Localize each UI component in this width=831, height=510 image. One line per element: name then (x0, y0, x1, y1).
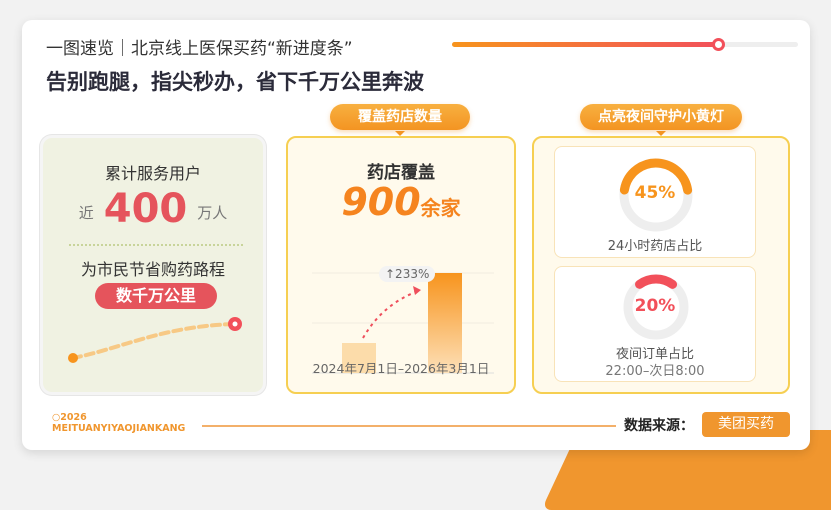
users-panel: 累计服务用户 近 400 万人 为市民节省购药路程 数千万公里 (40, 135, 266, 395)
progress-knob (712, 38, 726, 51)
footer-brand: ○2026 MEITUANYIYAOJIANKANG (52, 412, 185, 434)
pharmacy-heading: 药店覆盖 (367, 163, 435, 183)
footer-brand-text: MEITUANYIYAOJIANKANG (52, 423, 186, 434)
source-label: 数据来源： (624, 418, 694, 434)
pharmacy-value-line: 900余家 (288, 180, 514, 224)
page-title: 一图速览｜北京线上医保买药“新进度条” (46, 39, 353, 59)
pharmacy-bar-chart (312, 272, 494, 374)
source-badge: 美团买药 (702, 412, 790, 437)
ring-label: 24小时药店占比 (607, 239, 703, 254)
progress-bar (452, 38, 798, 51)
pharmacy-unit: 余家 (420, 196, 461, 220)
progress-fill (452, 42, 719, 47)
pharmacy-panel: 药店覆盖 900余家 ↑233% 2024年7月1日–2026年3月1日 (286, 136, 516, 394)
bar-1 (428, 273, 462, 373)
route-illustration (68, 317, 242, 363)
ring-arc (619, 158, 693, 232)
ring-card-night: 20% 夜间订单占比 22:00–次日8:00 (554, 266, 756, 382)
users-heading: 累计服务用户 (104, 164, 201, 183)
date-range: 2024年7月1日–2026年3月1日 (312, 361, 490, 376)
ring-label: 夜间订单占比 (615, 347, 694, 362)
footer-year: ○2026 (52, 412, 87, 423)
ring-arc (623, 274, 689, 340)
distance-pill: 数千万公里 (95, 283, 217, 309)
pharmacy-tag: 覆盖药店数量 (330, 104, 470, 136)
bar-0 (342, 343, 376, 373)
ring-card-24h: 45% 24小时药店占比 (554, 146, 756, 258)
divider (69, 244, 243, 246)
growth-badge: ↑233% (379, 266, 436, 282)
users-unit: 万人 (197, 204, 228, 222)
users-value-line: 近 400 万人 (43, 186, 263, 232)
page-subtitle: 告别跑腿，指尖秒办，省下千万公里奔波 (46, 70, 424, 94)
ring-chart-24h (619, 158, 693, 232)
ring-percent: 45% (634, 183, 676, 203)
pharmacy-value: 900 (341, 180, 421, 224)
night-panel: 45% 24小时药店占比 20% 夜间订单占比 22:00–次日8:00 (532, 136, 790, 394)
infographic-card: 一图速览｜北京线上医保买药“新进度条” 告别跑腿，指尖秒办，省下千万公里奔波 累… (22, 20, 810, 450)
ring-chart-night (623, 274, 689, 340)
ring-note: 22:00–次日8:00 (605, 364, 705, 379)
footer-line (202, 425, 616, 427)
night-tag: 点亮夜间守护小黄灯 (580, 104, 742, 136)
ring-percent: 20% (634, 296, 676, 316)
users-value: 400 (103, 186, 188, 232)
users-prefix: 近 (78, 204, 94, 222)
distance-heading: 为市民节省购药路程 (80, 260, 225, 279)
